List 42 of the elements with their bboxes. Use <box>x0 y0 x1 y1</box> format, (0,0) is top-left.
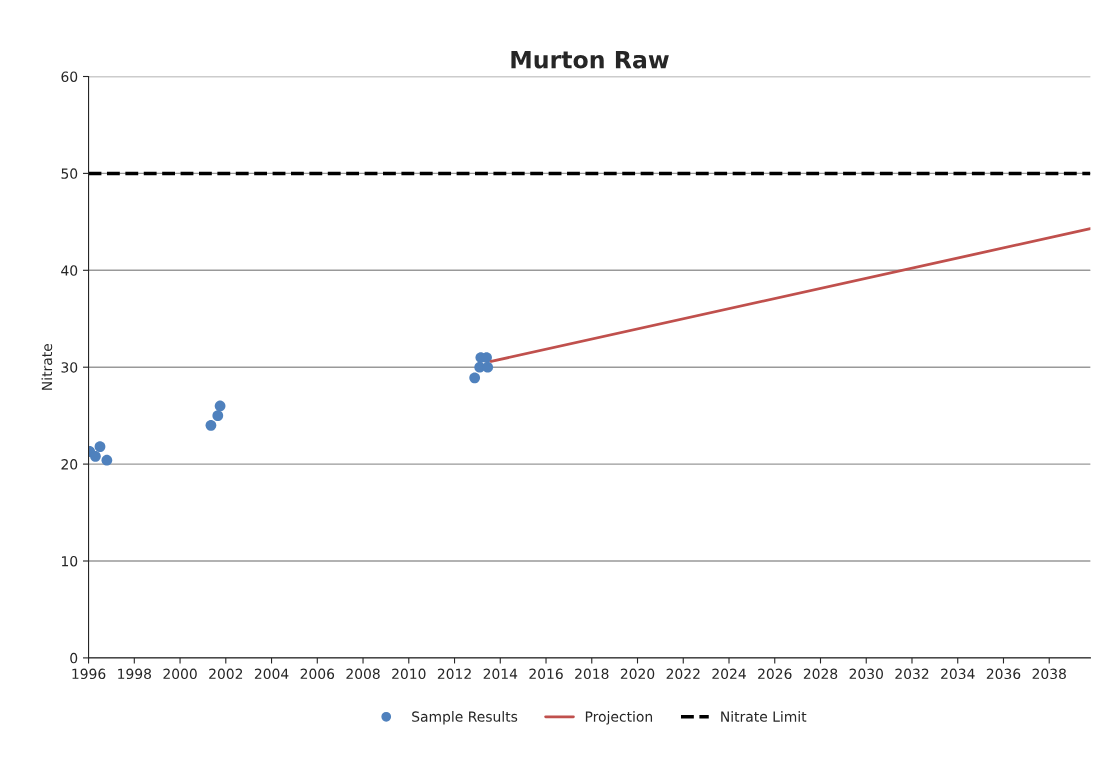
x-tick-label: 2030 <box>849 668 883 680</box>
x-tick-label: 2020 <box>620 668 655 680</box>
legend-label: Nitrate Limit <box>721 711 807 722</box>
x-tick-label: 2016 <box>529 668 563 680</box>
x-tick-label: 1996 <box>72 668 106 680</box>
legend-label: Sample Results <box>412 711 518 725</box>
point <box>205 419 217 431</box>
x-tick-label: 2004 <box>254 668 289 680</box>
point <box>90 450 101 462</box>
x-tick-label: 2036 <box>986 668 1021 680</box>
chart-title: Murton Raw <box>511 50 669 69</box>
x-tick-label: 2000 <box>163 668 197 680</box>
x-tick-label: 2032 <box>895 668 929 680</box>
x-tick-label: 2002 <box>209 668 243 680</box>
point <box>469 372 481 384</box>
x-tick-label: 2034 <box>941 668 975 680</box>
x-tick-label: 2006 <box>300 668 335 680</box>
legend-label: Projection <box>585 711 653 725</box>
x-tick-label: 2038 <box>1032 668 1066 680</box>
x-tick-label: 2028 <box>803 668 838 680</box>
x-tick-label: 1998 <box>118 668 152 680</box>
y-tick-label: 60 <box>61 71 78 82</box>
y-tick-label: 10 <box>62 555 78 567</box>
y-tick-label: 40 <box>61 265 78 276</box>
point <box>101 454 113 466</box>
point <box>482 361 494 373</box>
x-tick-label: 2026 <box>758 668 792 680</box>
point <box>212 410 224 422</box>
x-tick-label: 2008 <box>346 668 380 680</box>
y-tick-label: 30 <box>61 362 78 373</box>
y-tick-label: 50 <box>61 168 78 179</box>
point <box>214 400 226 412</box>
x-tick-label: 2014 <box>483 668 518 680</box>
x-tick-label: 2012 <box>437 668 471 680</box>
y-tick-label: 20 <box>61 459 78 470</box>
x-tick-label: 2018 <box>575 668 609 680</box>
x-tick-label: 2024 <box>712 668 746 680</box>
y-axis-title: Nitrate <box>41 343 53 390</box>
y-tick-label: 0 <box>70 652 78 664</box>
x-tick-label: 2010 <box>392 668 426 680</box>
x-tick-label: 2022 <box>666 668 700 680</box>
point <box>94 441 106 453</box>
